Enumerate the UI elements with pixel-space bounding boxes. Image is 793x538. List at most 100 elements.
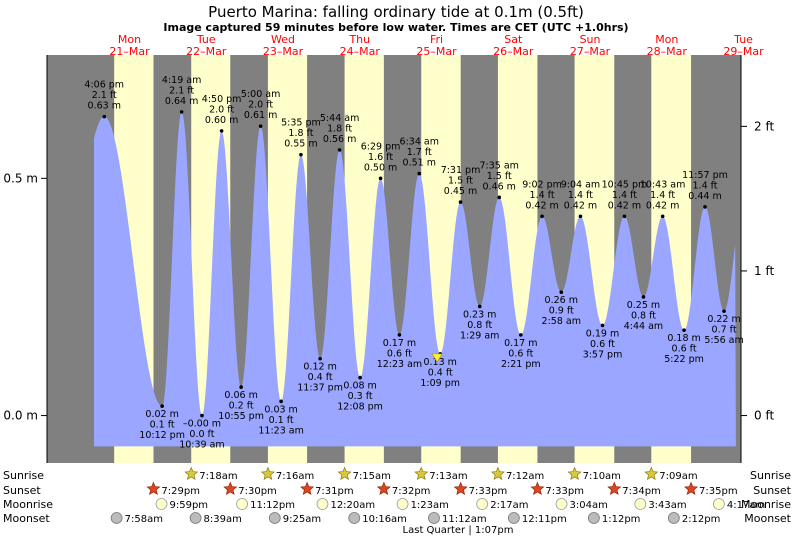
moonrise-time: 9:59pm — [169, 500, 208, 511]
right-tick-label: 2 ft — [754, 119, 774, 133]
low-tide-label: 0.02 m — [145, 409, 178, 420]
left-tick-label: 0.0 m — [3, 409, 38, 423]
low-tide-label: 5:22 pm — [664, 354, 704, 365]
high-tide-label: 1.8 ft — [288, 128, 313, 139]
moonset-time: 1:12pm — [602, 514, 641, 525]
high-tide-label: 1.4 ft — [568, 190, 593, 201]
high-tide-label: 1.4 ft — [530, 190, 555, 201]
low-tide-label: 10:12 pm — [139, 430, 185, 441]
high-tide-label: 10:45 pm — [602, 179, 648, 190]
moonset-icon — [428, 512, 440, 524]
low-tide-point — [559, 290, 564, 295]
left-tick-label: 0.5 m — [3, 171, 38, 185]
row-label-left: Sunset — [3, 484, 41, 497]
high-tide-label: 10:43 am — [640, 179, 685, 190]
high-tide-label: 0.51 m — [403, 158, 436, 169]
right-tick-label: 0 ft — [754, 409, 774, 423]
day-label: Wed — [271, 33, 295, 46]
sunrise-icon — [490, 466, 505, 481]
low-tide-point — [279, 399, 283, 404]
moonset-icon — [110, 512, 123, 524]
moonset-icon — [268, 512, 281, 524]
tide-curve — [94, 112, 736, 447]
low-tide-label: 10:39 am — [179, 440, 224, 451]
low-tide-label: 12:23 am — [377, 359, 422, 370]
moonrise-icon — [555, 498, 568, 510]
moonset-time: 10:16am — [362, 514, 407, 525]
sunset-icon — [453, 481, 468, 496]
low-tide-point — [722, 309, 726, 313]
moonrise-time: 1:23am — [411, 500, 449, 511]
moonset-time: 12:11pm — [522, 514, 567, 525]
high-tide-label: 0.46 m — [483, 181, 516, 192]
high-tide-label: 0.64 m — [165, 96, 198, 107]
low-tide-label: 3:57 pm — [583, 349, 623, 360]
high-tide-label: 0.42 m — [608, 200, 641, 211]
low-tide-label: 0.23 m — [463, 309, 496, 320]
sunrise-time: 7:09am — [659, 471, 697, 482]
sunset-time: 7:34pm — [622, 486, 661, 497]
sunrise-time: 7:12am — [506, 471, 544, 482]
low-tide-label: 0.6 ft — [387, 348, 412, 359]
low-tide-label: 0.0 ft — [189, 429, 214, 440]
low-tide-point — [358, 375, 362, 380]
high-tide-point — [540, 214, 544, 219]
high-tide-label: 5:35 pm — [281, 118, 321, 129]
low-tide-point — [477, 304, 482, 309]
moonrise-time: 12:20am — [330, 500, 375, 511]
high-tide-label: 4:50 pm — [202, 94, 242, 105]
moonset-icon — [507, 512, 520, 524]
low-tide-label: 0.6 ft — [672, 344, 697, 355]
low-tide-label: 0.08 m — [343, 381, 376, 392]
low-tide-point — [318, 356, 322, 361]
high-tide-label: 0.42 m — [564, 200, 597, 211]
moon-phase-note: Last Quarter | 1:07pm — [403, 525, 514, 536]
high-tide-label: 0.63 m — [88, 101, 121, 112]
high-tide-label: 0.42 m — [646, 200, 679, 211]
sunset-icon — [300, 481, 315, 496]
high-tide-label: 2.0 ft — [209, 104, 234, 115]
low-tide-label: 12:08 pm — [337, 402, 383, 413]
day-label: Sat — [504, 33, 523, 46]
low-tide-label: 0.25 m — [627, 300, 660, 311]
tide-area — [94, 112, 736, 447]
chart-title: Puerto Marina: falling ordinary tide at … — [208, 3, 584, 21]
sunset-icon — [376, 481, 391, 496]
high-tide-label: 1.5 ft — [487, 171, 512, 182]
high-tide-point — [299, 152, 303, 157]
high-tide-label: 0.42 m — [525, 200, 558, 211]
sunrise-time: 7:15am — [353, 471, 391, 482]
high-tide-label: 9:02 pm — [522, 179, 562, 190]
low-tide-label: 0.1 ft — [269, 415, 294, 426]
high-tide-label: 5:44 am — [320, 113, 359, 124]
moonrise-icon — [316, 498, 329, 510]
high-tide-point — [578, 214, 583, 219]
moonset-time: 9:25am — [283, 514, 321, 525]
moonrise-icon — [712, 498, 725, 510]
low-tide-label: 0.03 m — [264, 404, 297, 415]
low-tide-label: 0.4 ft — [308, 372, 333, 383]
high-tide-label: 1.4 ft — [612, 190, 637, 201]
current-level-marker — [431, 353, 443, 363]
high-tide-point — [337, 148, 342, 152]
sunset-icon — [607, 481, 622, 496]
low-tide-label: 0.06 m — [224, 390, 257, 401]
day-labels: Mon21–MarTue22–MarWed23–MarThu24–MarFri2… — [109, 33, 764, 58]
moonrise-time: 3:04am — [569, 500, 607, 511]
low-tide-point — [682, 328, 686, 332]
sunrise-icon — [184, 466, 199, 481]
moonset-time: 8:39am — [204, 514, 242, 525]
low-tide-label: 0.3 ft — [348, 391, 373, 402]
high-tide-label: 5:00 am — [241, 89, 280, 100]
row-label-right: Moonset — [744, 512, 791, 525]
moonrise-time: 11:12pm — [250, 500, 295, 511]
high-tide-label: 1.7 ft — [407, 147, 432, 158]
chart-subtitle: Image captured 59 minutes before low wat… — [163, 21, 628, 34]
low-tide-label: 0.1 ft — [150, 420, 175, 431]
row-label-left: Sunrise — [3, 469, 44, 482]
high-tide-label: 0.61 m — [244, 110, 277, 121]
sunset-time: 7:30pm — [238, 486, 277, 497]
high-tide-label: 9:04 am — [561, 179, 600, 190]
high-tide-point — [497, 195, 502, 200]
moonrise-time: 2:17am — [490, 500, 528, 511]
